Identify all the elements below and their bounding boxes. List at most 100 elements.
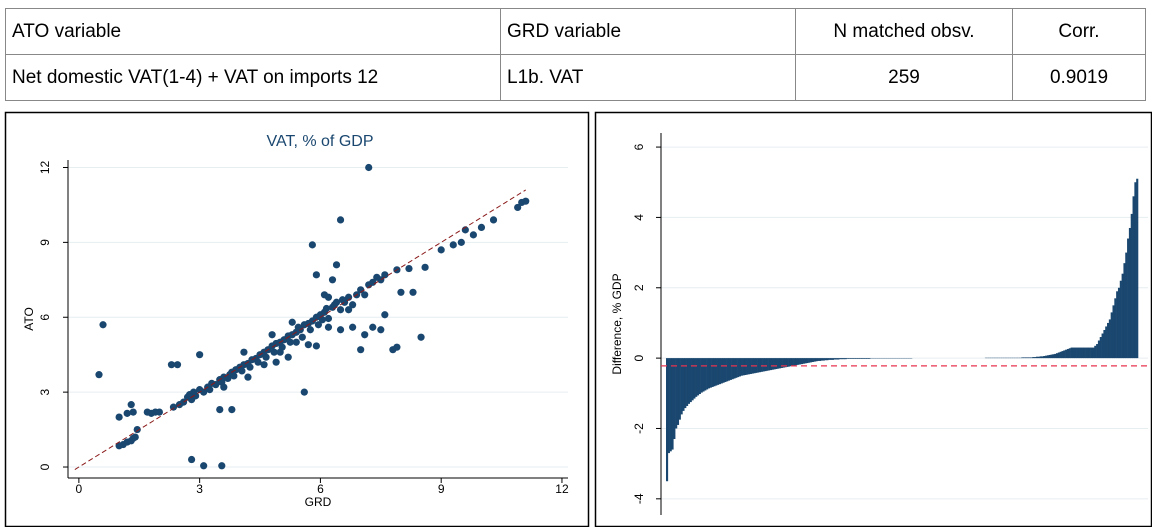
bar (820, 358, 824, 361)
point (318, 316, 327, 324)
bar (813, 358, 816, 362)
point (336, 216, 345, 224)
bar (731, 358, 734, 380)
bar (768, 358, 771, 371)
point (270, 348, 278, 356)
bar (778, 358, 782, 369)
bar (1057, 352, 1060, 359)
bar (1136, 178, 1139, 359)
bar (800, 358, 803, 365)
bar (808, 358, 811, 363)
bar (817, 358, 820, 361)
bar (757, 358, 760, 373)
reference-line (74, 189, 526, 470)
point (200, 388, 208, 396)
bar (740, 358, 743, 376)
bar (1037, 356, 1040, 359)
bar (724, 358, 727, 383)
bar (1117, 287, 1121, 359)
bar (1110, 312, 1113, 359)
bar (687, 358, 690, 404)
bar (864, 358, 867, 359)
header-cell: GRD variable (500, 8, 796, 55)
bar (1101, 333, 1104, 359)
point (115, 413, 123, 421)
bar (840, 358, 844, 360)
y-tick-label: 6 (632, 143, 646, 150)
cell: 0.9019 (1012, 54, 1146, 101)
bar (746, 358, 749, 375)
bar (835, 358, 838, 360)
point (349, 301, 357, 309)
bar (689, 358, 692, 403)
bar (1107, 322, 1110, 359)
point (196, 351, 204, 359)
y-axis-label: Difference, % GDP (610, 273, 624, 374)
bar (733, 358, 736, 379)
point (167, 361, 176, 369)
bar (850, 358, 853, 359)
bar (666, 358, 669, 482)
bar (791, 358, 794, 366)
bar (1061, 351, 1064, 359)
bar (1123, 263, 1126, 359)
cell: Net domestic VAT(1-4) + VAT on imports 1… (5, 54, 501, 101)
point (200, 462, 208, 470)
point (230, 372, 238, 380)
header-cell: Corr. (1012, 8, 1146, 55)
bar (1090, 347, 1093, 359)
bar (804, 358, 807, 364)
bar (1074, 347, 1077, 359)
point (489, 216, 498, 224)
point (127, 401, 135, 409)
bar (1054, 353, 1057, 359)
point (312, 342, 320, 350)
bar (695, 358, 698, 397)
point (322, 304, 331, 313)
bar (771, 358, 774, 370)
bar (706, 358, 709, 390)
bar (860, 358, 864, 359)
bar (1025, 357, 1028, 359)
bar (828, 358, 831, 360)
bar (718, 358, 721, 385)
bar (1079, 347, 1082, 359)
point (457, 238, 465, 246)
bar (693, 358, 696, 399)
y-tick-label: 3 (38, 388, 52, 395)
bar (722, 358, 725, 383)
point (276, 348, 284, 356)
bar (819, 358, 822, 361)
bar (1114, 298, 1117, 359)
bar (676, 358, 680, 425)
point (393, 343, 401, 351)
chart-title: VAT, % of GDP (267, 133, 374, 150)
bar (704, 358, 707, 391)
bar (837, 358, 840, 360)
bar (711, 358, 714, 387)
bar (1028, 357, 1031, 359)
bar (797, 358, 800, 365)
bar (1103, 329, 1106, 359)
point (336, 326, 345, 334)
bar (1128, 227, 1132, 359)
bar (802, 358, 805, 364)
bar (795, 358, 798, 366)
bar (673, 358, 676, 440)
bar (822, 358, 825, 361)
bar (691, 358, 694, 401)
bar (686, 358, 689, 406)
bar (782, 358, 785, 368)
x-axis-label: GRD (305, 495, 332, 509)
bar (748, 358, 751, 375)
point (292, 338, 300, 346)
bar (717, 358, 720, 385)
bar (1045, 355, 1048, 359)
point (300, 388, 308, 396)
bar (1119, 280, 1122, 359)
point (381, 311, 389, 319)
bar (1099, 337, 1102, 359)
bar (738, 358, 742, 377)
point (409, 288, 417, 296)
